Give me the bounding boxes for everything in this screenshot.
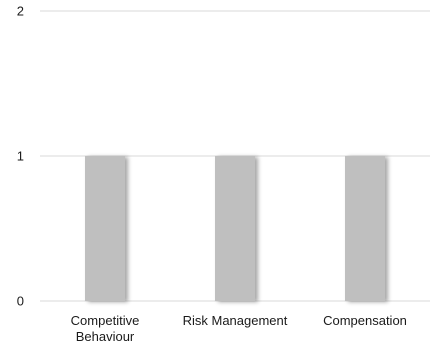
x-category-label-0: Competitive Behaviour [71,313,140,344]
y-tick-label-0: 0 [17,294,24,309]
y-tick-label-2: 2 [17,4,24,19]
bar-0 [85,156,125,301]
x-category-label-1-line-0: Risk Management [183,313,288,328]
x-category-label-0-line-0: Competitive [71,313,140,328]
y-axis-tick-labels: 0 1 2 [17,4,24,309]
bar-2 [345,156,385,301]
y-tick-label-1: 1 [17,149,24,164]
x-category-label-2: Compensation [323,313,407,328]
x-category-label-1: Risk Management [183,313,288,328]
bars [85,156,385,301]
x-category-label-0-line-1: Behaviour [76,329,135,344]
x-category-label-2-line-0: Compensation [323,313,407,328]
bar-1 [215,156,255,301]
x-axis-category-labels: Competitive Behaviour Risk Management Compe… [71,313,407,344]
